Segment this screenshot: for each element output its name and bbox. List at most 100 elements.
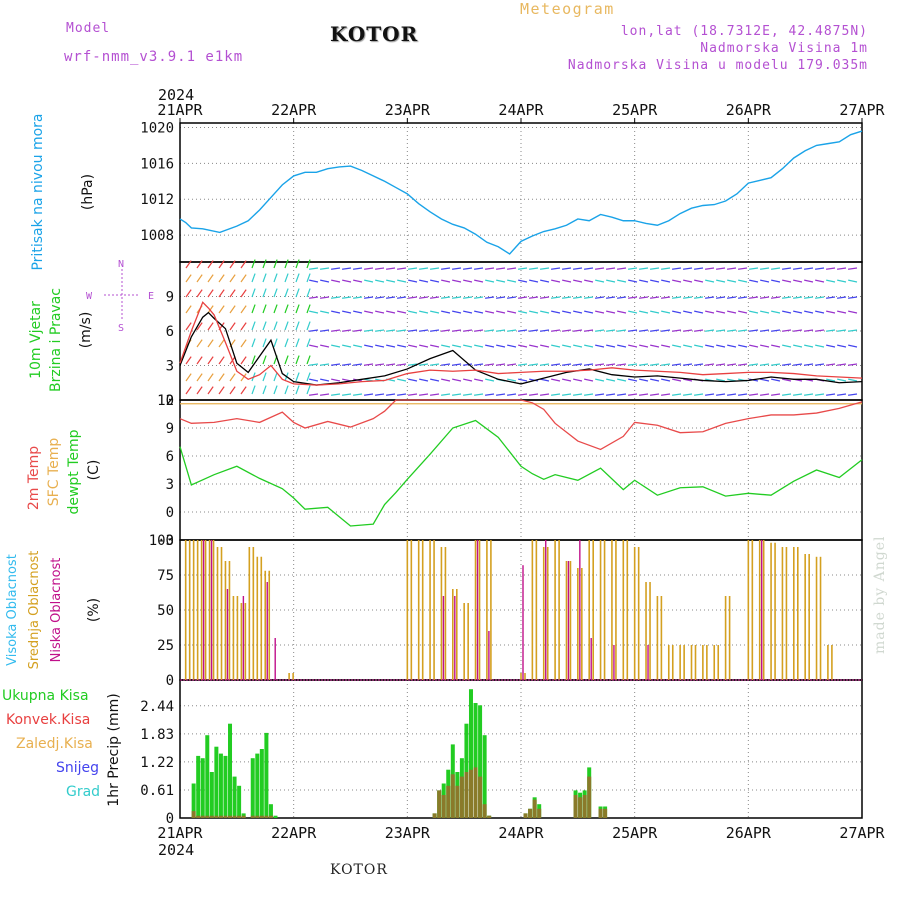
wind-arrow [639, 329, 649, 332]
wind-arrow [727, 267, 737, 270]
wind-arrow [760, 329, 770, 332]
wind-arrow [474, 393, 484, 396]
wind-arrow [716, 310, 726, 314]
wind-arrow [218, 339, 225, 348]
wind-arrow [562, 378, 572, 382]
wind-arrow [306, 273, 311, 283]
wind-arrow [196, 260, 203, 269]
wind-arrow [738, 296, 748, 299]
wind-arrow [683, 363, 693, 366]
wind-arrow [364, 296, 374, 299]
wind-arrow [848, 378, 858, 382]
wind-arrow [485, 363, 495, 366]
wind-arrow [485, 267, 495, 270]
wind-arrow [507, 329, 517, 332]
wind-arrow [251, 321, 256, 331]
wind-arrow [262, 385, 267, 395]
y-tick-label: 1008 [140, 228, 174, 244]
wind-arrow [628, 363, 638, 366]
wind-arrow [386, 279, 396, 283]
wind-arrow [306, 304, 311, 314]
wind-axis-label-1: 10m Vjetar [28, 301, 44, 379]
wind-arrow [397, 279, 407, 283]
precip-conv-bar [528, 808, 533, 818]
wind-arrow [441, 267, 451, 270]
wind-arrow [240, 339, 247, 348]
wind-arrow [196, 339, 203, 348]
wind-arrow [207, 274, 214, 283]
wind-arrow [240, 373, 247, 382]
wind-arrow [185, 289, 192, 298]
precip-legend-entry: Grad [66, 784, 100, 800]
precip-total-bar [478, 705, 483, 818]
wind-arrow [342, 363, 352, 366]
time-label-top: 23APR [385, 101, 431, 119]
wind-arrow [353, 296, 363, 299]
wind-arrow [573, 378, 583, 382]
wind-arrow [320, 267, 330, 270]
wind-arrow [672, 363, 682, 366]
wind-arrow [529, 344, 539, 348]
wind-arrow [551, 279, 561, 283]
wind-arrow [342, 267, 352, 270]
wind-arrow [815, 393, 825, 396]
wind-arrow [606, 279, 616, 283]
wind-arrow [650, 393, 660, 396]
wind-arrow [196, 322, 203, 331]
wind-arrow [639, 310, 649, 314]
wind-arrow [672, 329, 682, 332]
time-label-top: 21APR [157, 101, 203, 119]
wind-arrow [661, 267, 671, 270]
time-label-bottom: 25APR [612, 824, 658, 842]
wind-arrow [251, 304, 256, 314]
wind-arrow [441, 329, 451, 332]
wind-arrow [320, 393, 330, 396]
wind-arrow [650, 344, 660, 348]
precip-total-bar [223, 755, 228, 818]
wind-arrow [782, 329, 792, 332]
wind-arrow [320, 363, 330, 366]
precip-conv-bar [255, 815, 260, 818]
wind-arrow [229, 289, 236, 298]
wind-arrow [207, 356, 214, 365]
low-cloud-axis-label: Niska Oblacnost [49, 558, 64, 663]
wind-arrow [496, 267, 506, 270]
wind-arrow [782, 310, 792, 314]
wind-arrow [617, 393, 627, 396]
wind-arrow [485, 329, 495, 332]
wind-arrow [284, 259, 289, 269]
wind-arrow [837, 310, 847, 314]
precip-conv-bar [482, 804, 487, 818]
wind-arrow [306, 372, 311, 382]
wind-arrow [848, 296, 858, 299]
wind-arrow [573, 393, 583, 396]
wind-arrow [837, 378, 847, 382]
wind-arrow [782, 279, 792, 283]
wind-arrow [727, 363, 737, 366]
wind-arrow [452, 363, 462, 366]
wind-arrow [562, 296, 572, 299]
wind-arrow [837, 393, 847, 396]
wind-arrow [496, 363, 506, 366]
wind-arrow [218, 386, 225, 395]
wind-arrow [474, 296, 484, 299]
pressure-axis-label: Pritisak na nivou mora [30, 113, 46, 270]
wind-arrow [716, 296, 726, 299]
wind-arrow [397, 296, 407, 299]
wind-arrow [507, 363, 517, 366]
wind-arrow [540, 393, 550, 396]
wind-arrow [452, 296, 462, 299]
wind-arrow [251, 355, 256, 365]
wind-arrow [207, 322, 214, 331]
wind-arrow [584, 344, 594, 348]
wind-arrow [782, 363, 792, 366]
wind-arrow [705, 279, 715, 283]
wind-arrow [826, 310, 836, 314]
y-tick-label: 1020 [140, 120, 174, 136]
wind-arrow [240, 356, 247, 365]
wind-arrow [309, 344, 319, 348]
wind-arrow [273, 338, 278, 348]
wind-arrow [518, 329, 528, 332]
wind-arrow [793, 267, 803, 270]
wind-arrow [540, 310, 550, 314]
